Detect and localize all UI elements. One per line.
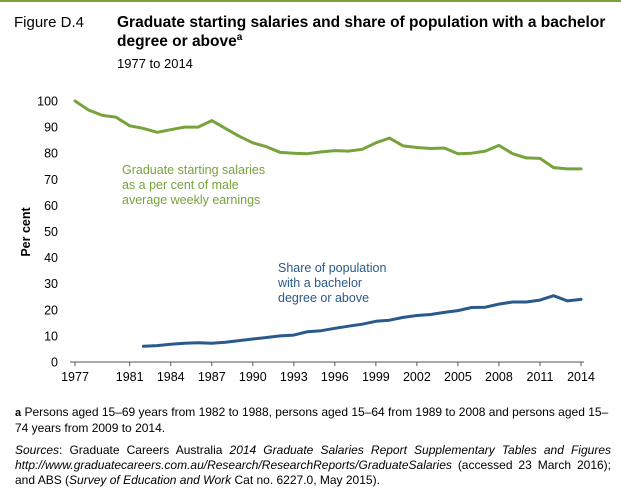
x-tick-label-12: 2014 — [567, 370, 595, 384]
y-tick-label-0: 0 — [51, 356, 58, 370]
x-tick-label-8: 2002 — [403, 370, 431, 384]
x-tick-label-0: 1977 — [61, 370, 89, 384]
x-tick-label-10: 2008 — [485, 370, 513, 384]
y-tick-label-4: 40 — [44, 251, 58, 265]
x-tick-label-1: 1981 — [116, 370, 144, 384]
y-tick-label-9: 90 — [44, 121, 58, 135]
series-label-1-line-0: Share of population — [278, 261, 386, 275]
y-axis-label: Per cent — [19, 207, 33, 257]
y-tick-label-1: 10 — [44, 329, 58, 343]
footnote-marker: a — [15, 407, 22, 419]
sources-note: Sources: Graduate Careers Australia 2014… — [15, 443, 611, 488]
y-tick-label-7: 70 — [44, 173, 58, 187]
series-label-1-line-1: with a bachelor — [277, 276, 362, 290]
chart-title: Graduate starting salaries and share of … — [117, 13, 607, 51]
sources-survey: Survey of Education and Work — [69, 473, 232, 487]
y-tick-label-10: 100 — [37, 95, 58, 109]
series-label-1-line-2: degree or above — [278, 291, 369, 305]
x-tick-label-6: 1996 — [321, 370, 349, 384]
series-label-0-line-2: average weekly earnings — [122, 193, 260, 207]
x-tick-label-11: 2011 — [527, 370, 554, 384]
sources-part2: (accessed 23 March 2016); and ABS ( — [15, 458, 611, 487]
series-label-0-line-1: as a per cent of male — [122, 178, 239, 192]
footnote-text: Persons aged 15–69 years from 1982 to 19… — [15, 405, 609, 435]
sources-report: 2014 Graduate Salaries Report Supplement… — [15, 443, 611, 472]
y-tick-label-6: 60 — [44, 199, 58, 213]
sources-part3: Cat no. 6227.0, May 2015). — [231, 473, 380, 487]
series-label-0-line-0: Graduate starting salaries — [122, 163, 265, 177]
figure-label: Figure D.4 — [14, 14, 85, 31]
x-tick-label-9: 2005 — [444, 370, 472, 384]
sources-label: Sources — [15, 443, 60, 457]
x-tick-label-5: 1993 — [280, 370, 308, 384]
title-superscript: a — [236, 32, 243, 43]
chart-title-text: Graduate starting salaries and share of … — [117, 14, 606, 50]
y-tick-label-5: 50 — [44, 225, 58, 239]
x-tick-label-7: 1999 — [362, 370, 390, 384]
top-rule — [0, 0, 621, 2]
x-tick-label-4: 1990 — [239, 370, 267, 384]
footnote: a Persons aged 15–69 years from 1982 to … — [15, 405, 611, 436]
y-tick-label-8: 80 — [44, 147, 58, 161]
series-line-1 — [141, 294, 583, 348]
y-tick-label-2: 20 — [44, 303, 58, 317]
x-tick-label-3: 1987 — [198, 370, 226, 384]
chart-subtitle: 1977 to 2014 — [117, 56, 193, 71]
sources-part1: : Graduate Careers Australia — [59, 443, 230, 457]
series-line-0 — [73, 99, 583, 171]
x-tick-label-2: 1984 — [157, 370, 185, 384]
line-chart: 0 10 20 30 40 50 60 70 80 90 100 1977 1981 1984 1987 19… — [19, 95, 595, 385]
y-tick-label-3: 30 — [44, 277, 58, 291]
